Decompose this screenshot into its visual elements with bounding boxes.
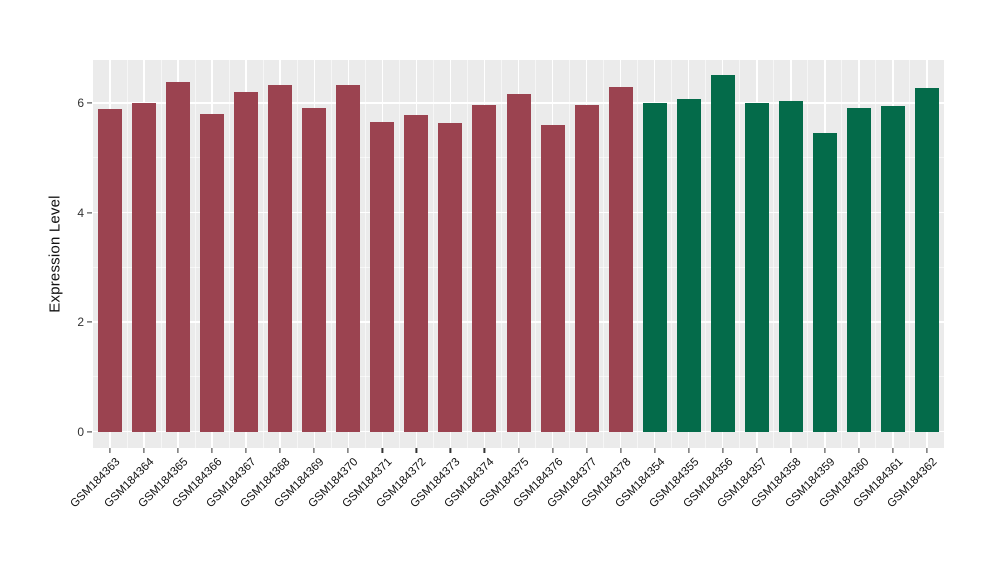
v-gridline-minor bbox=[296, 60, 298, 448]
v-gridline-minor bbox=[466, 60, 468, 448]
v-gridline-minor bbox=[500, 60, 502, 448]
x-tick-mark bbox=[654, 448, 656, 453]
bar-GSM184377 bbox=[574, 104, 599, 432]
x-tick-mark bbox=[313, 448, 315, 453]
x-tick-mark bbox=[279, 448, 281, 453]
x-tick-mark bbox=[483, 448, 486, 453]
x-tick-mark bbox=[620, 448, 622, 453]
v-gridline-minor bbox=[909, 60, 911, 448]
x-tick-mark bbox=[551, 448, 554, 453]
x-tick-mark bbox=[688, 448, 690, 453]
x-tick-mark bbox=[790, 448, 792, 453]
y-tick-label: 0 bbox=[77, 424, 84, 439]
v-gridline-minor bbox=[160, 60, 162, 448]
bar-GSM184376 bbox=[540, 125, 565, 432]
bar-GSM184367 bbox=[234, 91, 259, 432]
v-gridline-minor bbox=[739, 60, 741, 448]
x-tick-mark bbox=[143, 448, 145, 453]
x-tick-mark bbox=[585, 448, 588, 453]
plot-panel bbox=[93, 60, 944, 448]
y-tick-label: 2 bbox=[77, 315, 84, 330]
x-tick-mark bbox=[415, 448, 417, 453]
bar-GSM184361 bbox=[880, 106, 905, 432]
y-tick-mark bbox=[87, 102, 92, 104]
bar-GSM184363 bbox=[98, 108, 123, 432]
y-tick-mark bbox=[87, 431, 92, 433]
bar-GSM184364 bbox=[132, 103, 157, 432]
v-gridline-minor bbox=[807, 60, 809, 448]
bar-GSM184378 bbox=[608, 86, 633, 432]
v-gridline-minor bbox=[875, 60, 877, 448]
bar-GSM184366 bbox=[200, 113, 225, 432]
v-gridline-minor bbox=[637, 60, 639, 448]
x-tick-mark bbox=[892, 448, 894, 453]
bar-GSM184358 bbox=[778, 101, 803, 432]
v-gridline-minor bbox=[773, 60, 775, 448]
bar-GSM184371 bbox=[370, 121, 395, 432]
bar-GSM184365 bbox=[166, 82, 191, 432]
x-tick-mark bbox=[347, 448, 349, 453]
y-tick-label: 6 bbox=[77, 96, 84, 111]
bar-GSM184359 bbox=[812, 132, 837, 432]
x-tick-mark bbox=[824, 448, 826, 453]
x-tick-mark bbox=[109, 448, 111, 453]
v-gridline-minor bbox=[705, 60, 707, 448]
bar-GSM184362 bbox=[914, 88, 939, 432]
y-tick-mark bbox=[87, 321, 92, 323]
bar-GSM184370 bbox=[336, 85, 361, 432]
v-gridline-minor bbox=[262, 60, 264, 448]
x-tick-mark bbox=[245, 448, 247, 453]
bar-GSM184355 bbox=[676, 98, 701, 432]
bar-GSM184360 bbox=[846, 108, 871, 432]
bar-GSM184369 bbox=[302, 107, 327, 432]
v-gridline-minor bbox=[228, 60, 230, 448]
x-tick-mark bbox=[756, 448, 758, 453]
x-tick-mark bbox=[722, 448, 724, 453]
v-gridline-minor bbox=[671, 60, 673, 448]
bar-GSM184354 bbox=[642, 103, 667, 432]
bar-GSM184357 bbox=[744, 103, 769, 432]
bar-GSM184375 bbox=[506, 94, 531, 432]
x-tick-mark bbox=[926, 448, 928, 453]
v-gridline-minor bbox=[432, 60, 434, 448]
v-gridline-minor bbox=[126, 60, 128, 448]
v-gridline-minor bbox=[841, 60, 843, 448]
v-gridline-minor bbox=[398, 60, 400, 448]
v-gridline-minor bbox=[569, 60, 571, 448]
v-gridline-minor bbox=[194, 60, 196, 448]
bar-GSM184368 bbox=[268, 84, 293, 432]
y-tick-mark bbox=[87, 212, 92, 214]
bar-GSM184374 bbox=[472, 104, 497, 432]
v-gridline-minor bbox=[535, 60, 537, 448]
bar-GSM184356 bbox=[710, 74, 735, 432]
v-gridline-minor bbox=[330, 60, 332, 448]
v-gridline-minor bbox=[364, 60, 366, 448]
bar-GSM184373 bbox=[438, 122, 463, 432]
v-gridline-minor bbox=[603, 60, 605, 448]
x-tick-mark bbox=[858, 448, 860, 453]
y-axis-title: Expression Level bbox=[46, 195, 64, 313]
bar-GSM184372 bbox=[404, 114, 429, 432]
x-tick-mark bbox=[449, 448, 451, 453]
y-tick-label: 4 bbox=[77, 205, 84, 220]
x-tick-mark bbox=[177, 448, 179, 453]
x-tick-mark bbox=[517, 448, 520, 453]
x-tick-mark bbox=[381, 448, 383, 453]
x-tick-mark bbox=[211, 448, 213, 453]
